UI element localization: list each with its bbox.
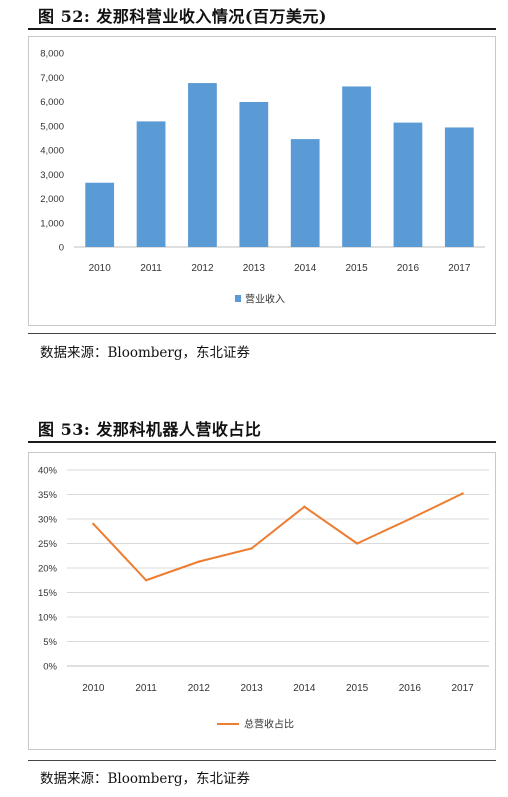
bar-2010 [85,182,115,247]
bar-2017 [444,127,474,247]
y-tick-label: 35% [38,490,58,501]
x-tick-label: 2010 [82,683,105,694]
figure-52-chart-frame: 0 1,000 2,000 3,000 4,000 5,000 6,000 7,000 8,00… [28,36,496,326]
figure-53-title: 图 53: 发那科机器人营收占比 [38,420,262,439]
y-tick-label: 0 [59,243,64,254]
y-tick-label: 5% [43,637,57,648]
x-tick-label: 2014 [293,683,316,694]
y-tick-label: 10% [38,613,58,624]
y-tick-label: 6,000 [40,97,64,108]
bar-2016 [393,122,423,247]
y-tick-label: 20% [38,564,58,575]
y-tick-label: 2,000 [40,194,64,205]
legend-swatch [235,295,241,302]
bar-2015 [342,86,371,247]
y-tick-label: 25% [38,539,58,550]
data-point-2015 [355,542,359,545]
y-tick-label: 40% [38,466,58,477]
y-tick-label: 0% [43,662,57,673]
legend-label: 总营收占比 [244,718,294,731]
x-tick-label: 2012 [191,263,214,274]
y-tick-label: 4,000 [40,146,64,157]
y-tick-label: 8,000 [40,49,64,60]
data-point-2013 [250,547,253,550]
figure-52-top-rule [28,28,496,30]
bar-2011 [136,121,166,247]
figure-52-source: 数据来源：Bloomberg，东北证券 [40,345,251,361]
y-tick-label: 7,000 [40,73,64,84]
x-tick-label: 2011 [140,263,162,274]
x-tick-label: 2017 [452,683,475,694]
data-point-2010 [92,522,95,526]
figure-52-bar-chart: 0 1,000 2,000 3,000 4,000 5,000 6,000 7,000 8,00… [40,49,485,306]
figure-52-title: 图 52: 发那科营业收入情况(百万美元) [38,7,327,26]
x-tick-label: 2013 [243,263,266,274]
y-tick-label: 15% [38,588,58,599]
y-tick-label: 3,000 [40,170,64,181]
x-tick-label: 2010 [89,263,112,274]
y-tick-label: 30% [38,515,58,526]
data-point-2017 [461,492,464,495]
figure-53-line-chart: 0% 5% 10% 15% 20% 25% 30% 35% 40% 2010 2011 2012 201… [38,466,489,731]
figure-53-top-rule [28,441,496,443]
x-tick-label: 2015 [345,263,368,274]
data-point-2011 [144,579,148,582]
x-tick-label: 2012 [188,683,211,694]
x-tick-label: 2016 [397,263,420,274]
data-point-2012 [197,560,201,563]
x-tick-label: 2011 [135,683,157,694]
data-point-2014 [303,505,306,508]
x-tick-label: 2013 [241,683,264,694]
x-tick-label: 2016 [399,683,422,694]
data-point-2016 [408,517,412,521]
y-tick-label: 5,000 [40,121,64,132]
figure-53-chart-frame: 0% 5% 10% 15% 20% 25% 30% 35% 40% 2010 2011 2012 201… [28,452,496,750]
legend-label: 营业收入 [245,293,285,306]
figure-53-source: 数据来源：Bloomberg，东北证券 [40,771,251,787]
series-line [92,492,464,582]
x-tick-label: 2014 [294,263,317,274]
figure-52-bottom-rule [28,333,496,334]
bar-2014 [290,139,320,247]
x-tick-label: 2015 [346,683,369,694]
x-tick-label: 2017 [448,263,471,274]
y-tick-label: 1,000 [40,218,64,229]
bar-2013 [239,101,269,247]
figure-53-bottom-rule [28,760,496,761]
bar-2012 [188,83,217,247]
